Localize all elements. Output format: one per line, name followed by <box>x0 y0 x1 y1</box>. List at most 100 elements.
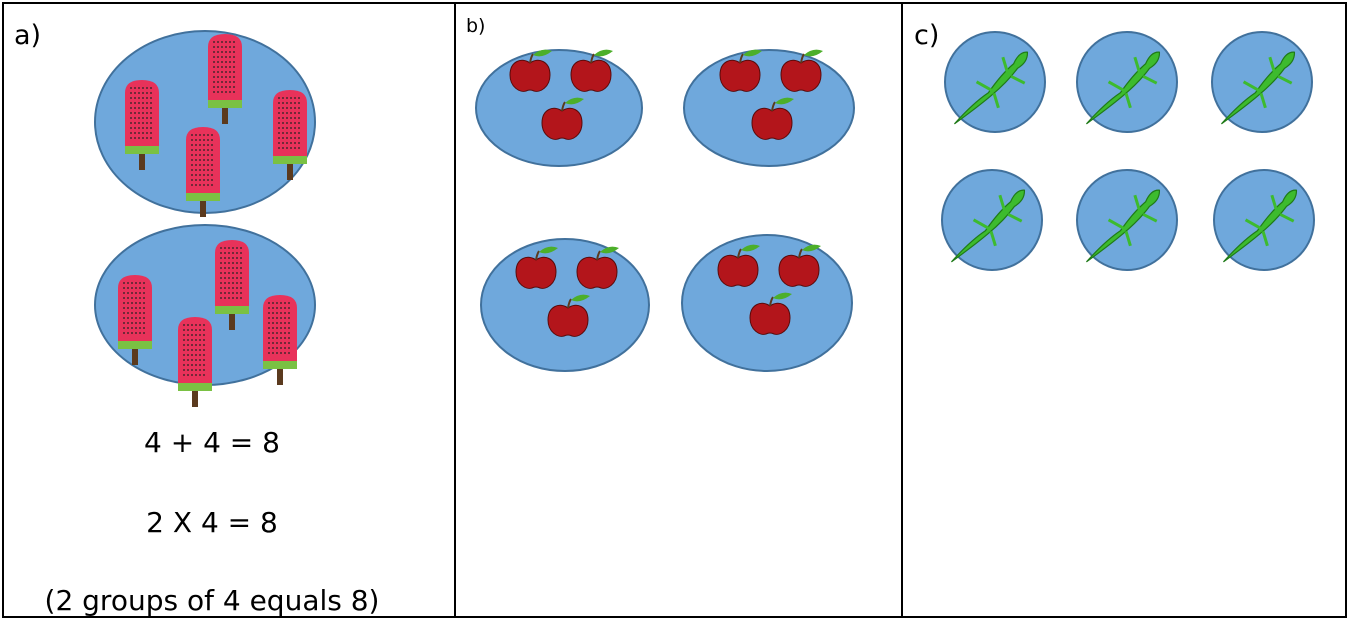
apple-body <box>780 59 822 92</box>
seed <box>138 107 140 109</box>
seed <box>138 102 140 104</box>
seed <box>195 369 197 371</box>
apple-body <box>570 59 612 92</box>
seed <box>146 127 148 129</box>
seed <box>142 132 144 134</box>
seed <box>195 354 197 356</box>
seed <box>298 137 300 139</box>
seed <box>143 292 145 294</box>
seed <box>130 92 132 94</box>
seed <box>139 287 141 289</box>
seed <box>294 107 296 109</box>
seed <box>195 329 197 331</box>
seed <box>272 347 274 349</box>
seed <box>276 352 278 354</box>
seed <box>142 87 144 89</box>
lizard-legs <box>1244 194 1295 247</box>
seed <box>195 334 197 336</box>
seed <box>233 71 235 73</box>
seed <box>221 91 223 93</box>
seed <box>240 272 242 274</box>
seed <box>217 41 219 43</box>
apple-stem <box>739 53 744 64</box>
seed <box>228 297 230 299</box>
seed <box>276 347 278 349</box>
seed <box>276 337 278 339</box>
seed <box>199 364 201 366</box>
seed <box>139 317 141 319</box>
seed <box>143 327 145 329</box>
seed <box>232 262 234 264</box>
seed <box>195 179 197 181</box>
seed <box>203 339 205 341</box>
popsicle <box>125 80 159 170</box>
seed <box>138 97 140 99</box>
seed <box>286 132 288 134</box>
seed <box>211 159 213 161</box>
seed <box>220 297 222 299</box>
seed <box>220 267 222 269</box>
apple-leaf <box>565 97 584 105</box>
seed <box>203 174 205 176</box>
seed <box>290 132 292 134</box>
seed <box>240 247 242 249</box>
seed <box>268 322 270 324</box>
seed <box>187 324 189 326</box>
seed <box>217 91 219 93</box>
seed <box>146 102 148 104</box>
seed <box>127 322 129 324</box>
seed <box>130 117 132 119</box>
seed <box>134 127 136 129</box>
seed <box>127 307 129 309</box>
seed <box>130 132 132 134</box>
lizard-body <box>1222 189 1298 263</box>
seed <box>211 149 213 151</box>
seed <box>272 322 274 324</box>
seed <box>232 292 234 294</box>
seed <box>278 142 280 144</box>
lizard-legs <box>1107 56 1158 109</box>
seed <box>199 149 201 151</box>
seed <box>127 312 129 314</box>
seed <box>278 107 280 109</box>
seed <box>268 352 270 354</box>
seed <box>183 339 185 341</box>
seed <box>282 132 284 134</box>
seed <box>224 297 226 299</box>
apple-leaf <box>773 292 792 300</box>
seed <box>240 267 242 269</box>
seed <box>284 347 286 349</box>
seed <box>268 337 270 339</box>
seed <box>203 144 205 146</box>
seed <box>229 91 231 93</box>
seed <box>135 297 137 299</box>
seed <box>236 292 238 294</box>
seed <box>284 352 286 354</box>
apple <box>547 294 590 337</box>
seed <box>294 122 296 124</box>
seed <box>220 292 222 294</box>
seed <box>229 56 231 58</box>
seed <box>142 137 144 139</box>
seed <box>217 56 219 58</box>
seed <box>130 112 132 114</box>
seed <box>225 51 227 53</box>
seed <box>183 329 185 331</box>
apple <box>780 49 823 92</box>
seed <box>240 252 242 254</box>
seed <box>224 262 226 264</box>
seed <box>195 339 197 341</box>
seed <box>282 127 284 129</box>
seed <box>199 359 201 361</box>
seed <box>268 332 270 334</box>
seed <box>236 297 238 299</box>
seed <box>280 317 282 319</box>
seed <box>290 122 292 124</box>
seed <box>288 337 290 339</box>
seed <box>233 76 235 78</box>
seed <box>278 132 280 134</box>
seed <box>123 307 125 309</box>
seed <box>191 169 193 171</box>
seed <box>150 87 152 89</box>
seed <box>276 317 278 319</box>
